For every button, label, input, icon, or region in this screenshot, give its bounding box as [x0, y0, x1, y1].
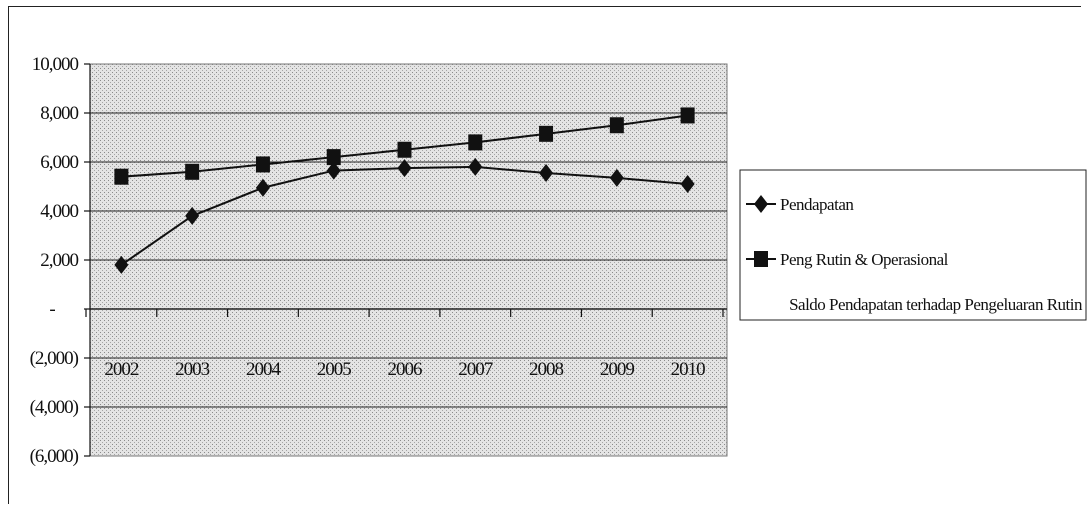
x-tick-label: 2010	[671, 359, 706, 380]
x-tick-label: 2002	[104, 359, 139, 380]
y-tick-label: 10,000	[32, 54, 79, 75]
legend-label: Peng Rutin & Operasional	[780, 250, 949, 269]
series-layer	[114, 107, 695, 274]
series-2-point	[114, 168, 129, 185]
x-axis: 2002 2003 2004 2005 2006 2007 2008 2009 2010	[85, 309, 724, 380]
legend-box	[739, 169, 1087, 321]
x-tick-label: 2007	[458, 359, 493, 380]
legend: Pendapatan Peng Rutin & Operasional Saldo …	[739, 169, 1087, 321]
series-1-point	[539, 164, 554, 183]
x-tick-label: 2008	[529, 359, 564, 380]
series-1-point	[114, 255, 129, 274]
y-tick-label: 4,000	[40, 201, 78, 222]
series-2-point	[468, 134, 483, 151]
chart-frame	[8, 6, 1081, 504]
series-1-point	[609, 168, 624, 187]
series-1-point	[397, 159, 412, 178]
series-2-point	[680, 107, 695, 124]
x-tick-label: 2004	[246, 359, 282, 380]
series-2-point	[255, 156, 270, 173]
series-2-point	[326, 149, 341, 166]
series-2-point	[397, 141, 412, 158]
series-1-point	[468, 157, 483, 176]
gridlines	[90, 112, 727, 408]
y-tick-label: 6,000	[40, 152, 78, 173]
series-2-point	[185, 163, 200, 180]
x-tick-label: 2006	[388, 359, 423, 380]
x-tick-label: 2003	[175, 359, 210, 380]
y-axis: 10,000 8,000 6,000 4,000 2,000 - (2,000) (4,000…	[30, 54, 91, 467]
series-2-point	[609, 117, 624, 134]
y-tick-label: 8,000	[40, 103, 78, 124]
y-tick-label: 2,000	[40, 250, 78, 271]
legend-marker	[754, 195, 768, 213]
legend-marker	[754, 251, 768, 267]
x-tick-label: 2009	[600, 359, 635, 380]
series-2-point	[539, 125, 554, 142]
legend-label: Saldo Pendapatan terhadap Pengeluaran Ru…	[789, 295, 1083, 314]
series-1-point	[255, 178, 270, 197]
series-1-point	[680, 175, 695, 194]
series-1-point	[326, 161, 341, 180]
legend-label: Pendapatan	[780, 195, 854, 214]
series-1-point	[185, 206, 200, 225]
x-tick-label: 2005	[317, 359, 352, 380]
y-tick-label: (6,000)	[30, 446, 79, 467]
y-tick-label: (2,000)	[30, 348, 79, 369]
y-tick-label: (4,000)	[30, 397, 79, 418]
y-tick-label: -	[49, 299, 55, 320]
